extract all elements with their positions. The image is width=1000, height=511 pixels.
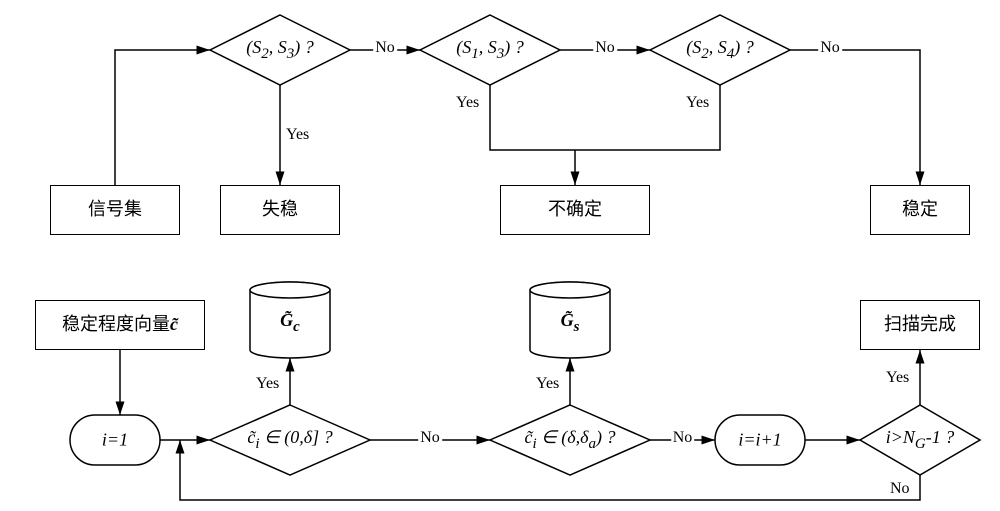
box-unstable: 失稳 [220, 185, 340, 235]
edge-label: Yes [534, 375, 561, 393]
box-vector: 稳定程度向量 c̃ [35, 300, 205, 350]
node-label: c̃i ∈ (δ,δa) ? [524, 427, 615, 453]
node-label: i>NG-1 ? [886, 427, 955, 453]
edge-label: No [818, 39, 842, 57]
edge-label: Yes [454, 94, 481, 112]
box-signal: 信号集 [50, 185, 180, 235]
node-label: (S2, S3) ? [246, 37, 314, 63]
edge-label: No [418, 429, 442, 447]
edge-label: No [671, 429, 695, 447]
box-done: 扫描完成 [860, 300, 980, 350]
edge-label: Yes [284, 126, 311, 144]
node-label: G̃c [280, 310, 300, 336]
edge-label: No [593, 39, 617, 57]
node-label: i=1 [102, 430, 128, 451]
edge-label: Yes [884, 369, 911, 387]
box-uncertain: 不确定 [500, 185, 650, 235]
node-label: (S1, S3) ? [456, 37, 524, 63]
edge-label: Yes [254, 375, 281, 393]
edge-label: No [373, 39, 397, 57]
node-label: (S2, S4) ? [686, 37, 754, 63]
node-label: c̃i ∈ (0,δ] ? [247, 427, 332, 453]
node-label: i=i+1 [738, 430, 781, 451]
box-stable: 稳定 [870, 185, 970, 235]
edge-label: Yes [684, 94, 711, 112]
node-label: G̃s [561, 310, 580, 336]
edge-label: No [888, 480, 912, 498]
